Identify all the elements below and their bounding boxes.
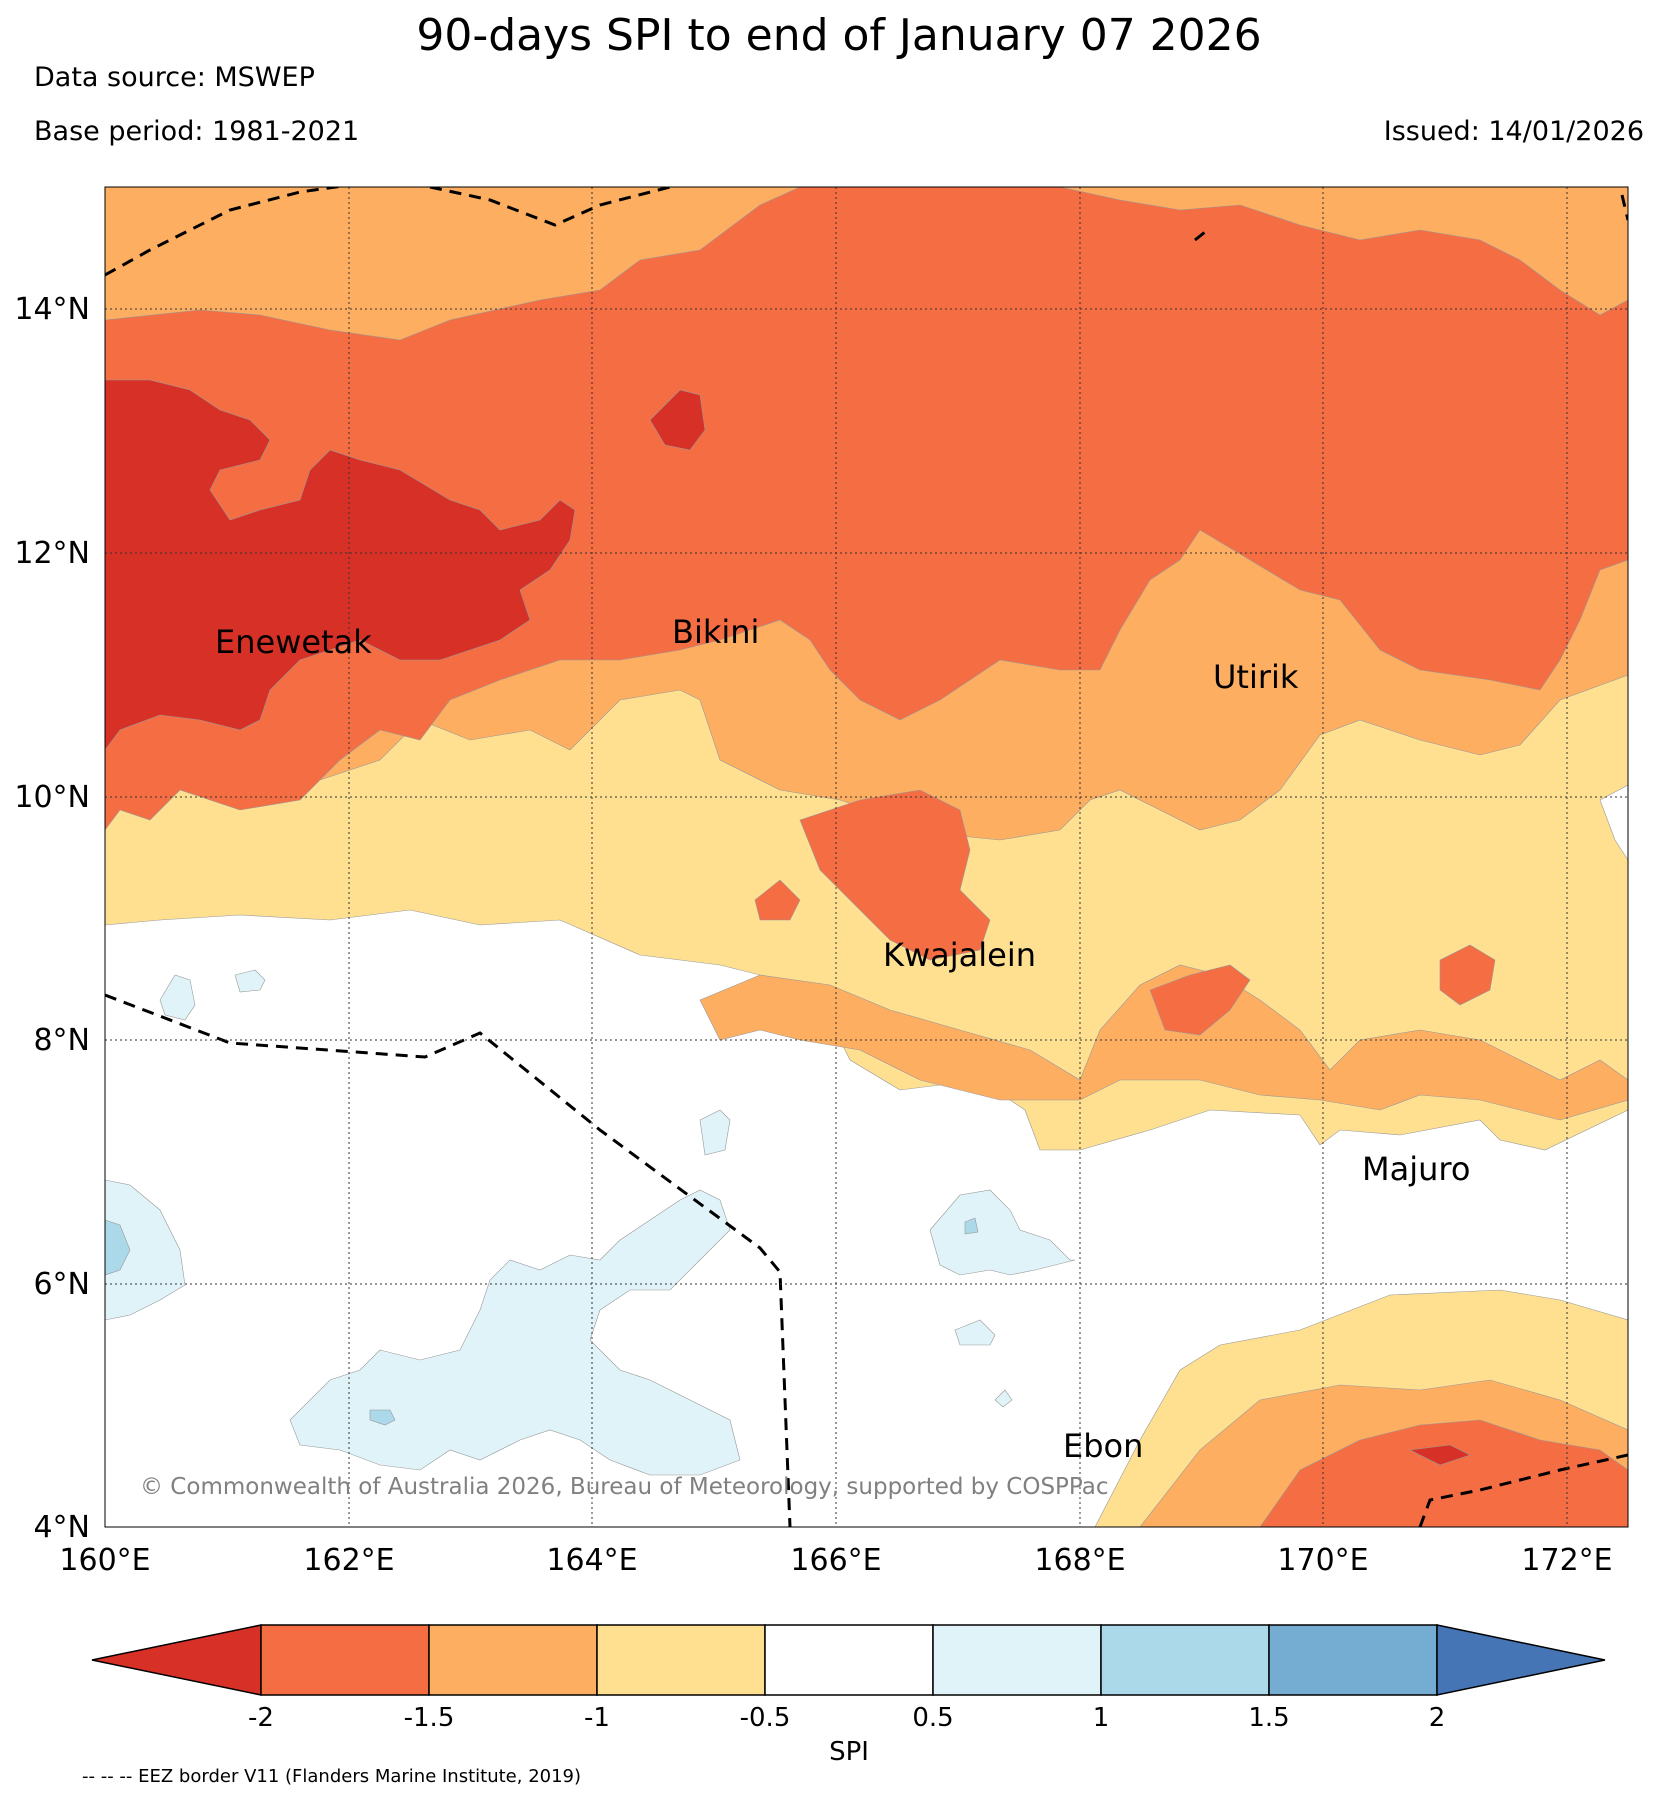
colorbar-swatch <box>428 1624 598 1696</box>
lat-label: 6°N <box>33 1267 90 1302</box>
colorbar-tick: 1 <box>1093 1703 1110 1733</box>
place-label-utirik: Utirik <box>1213 658 1299 696</box>
colorbar-tick: -1.5 <box>404 1703 455 1733</box>
lat-label: 10°N <box>14 780 90 815</box>
lat-axis: 14°N 12°N 10°N 8°N 6°N 4°N <box>14 292 90 1545</box>
colorbar-extend-high <box>1436 1624 1606 1696</box>
colorbar-tick: 1.5 <box>1248 1703 1289 1733</box>
colorbar-tick: -1 <box>584 1703 610 1733</box>
issued-date: Issued: 14/01/2026 <box>1383 116 1644 147</box>
spi-band-plus-1 <box>105 1219 131 1276</box>
data-source: Data source: MSWEP <box>34 62 315 93</box>
lon-label: 170°E <box>1277 1543 1368 1578</box>
colorbar-swatch <box>764 1624 934 1696</box>
lon-axis: 160°E 162°E 164°E 166°E 168°E 170°E 172°… <box>59 1543 1612 1578</box>
map-frame <box>104 186 1629 1528</box>
place-labels: Enewetak Bikini Utirik Kwajalein Majuro … <box>215 613 1470 1465</box>
lon-label: 168°E <box>1034 1543 1125 1578</box>
lon-label: 172°E <box>1521 1543 1612 1578</box>
colorbar-tick: -2 <box>248 1703 274 1733</box>
spi-band-minus-2 <box>105 379 576 751</box>
colorbar-tick: -0.5 <box>740 1703 791 1733</box>
base-period: Base period: 1981-2021 <box>34 116 360 147</box>
lon-label: 162°E <box>303 1543 394 1578</box>
lat-label: 8°N <box>33 1023 90 1058</box>
lat-label: 14°N <box>14 292 90 327</box>
colorbar-tick: 2 <box>1429 1703 1446 1733</box>
graticule <box>105 187 1628 1527</box>
lon-label: 164°E <box>546 1543 637 1578</box>
colorbar-ticks: -2 -1.5 -1 -0.5 0.5 1 1.5 2 <box>248 1703 1445 1733</box>
colorbar-tick: 0.5 <box>912 1703 953 1733</box>
place-label-ebon: Ebon <box>1063 1427 1143 1465</box>
place-label-bikini: Bikini <box>672 613 759 651</box>
place-label-enewetak: Enewetak <box>215 623 372 661</box>
colorbar-swatch <box>932 1624 1102 1696</box>
colorbar <box>91 1624 1606 1696</box>
place-label-kwajalein: Kwajalein <box>883 936 1036 974</box>
colorbar-swatch <box>1100 1624 1270 1696</box>
spi-band-plus-0.5 <box>289 1189 741 1476</box>
colorbar-swatch <box>1268 1624 1438 1696</box>
spi-band-minus-1.5 <box>105 187 1628 831</box>
lat-label: 4°N <box>33 1510 90 1545</box>
colorbar-swatch <box>596 1624 766 1696</box>
eez-footnote: -- -- -- EEZ border V11 (Flanders Marine… <box>82 1766 581 1787</box>
lon-label: 166°E <box>790 1543 881 1578</box>
place-label-majuro: Majuro <box>1362 1150 1470 1188</box>
page-title: 90-days SPI to end of January 07 2026 <box>416 10 1262 61</box>
eez-border <box>105 187 1628 1527</box>
lon-label: 160°E <box>59 1543 150 1578</box>
colorbar-swatch <box>260 1624 430 1696</box>
spi-field <box>105 187 1628 1527</box>
colorbar-extend-low <box>91 1624 262 1696</box>
copyright-notice: © Commonwealth of Australia 2026, Bureau… <box>140 1474 1109 1500</box>
colorbar-label: SPI <box>829 1737 869 1767</box>
lat-label: 12°N <box>14 536 90 571</box>
